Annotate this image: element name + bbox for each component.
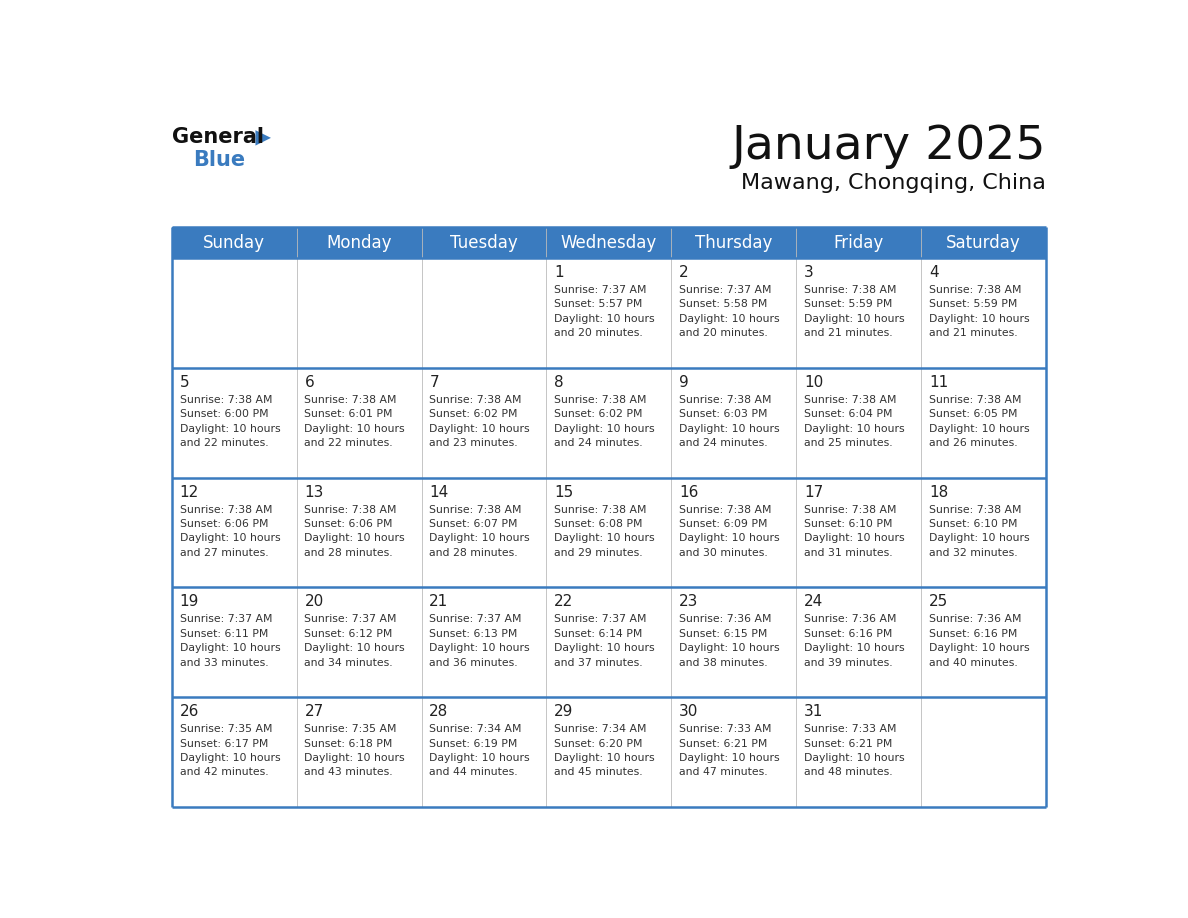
Text: General: General xyxy=(172,127,264,147)
Text: 20: 20 xyxy=(304,594,323,610)
Text: 13: 13 xyxy=(304,485,324,499)
Text: Sunrise: 7:37 AM
Sunset: 5:57 PM
Daylight: 10 hours
and 20 minutes.: Sunrise: 7:37 AM Sunset: 5:57 PM Dayligh… xyxy=(554,285,655,338)
Text: 23: 23 xyxy=(680,594,699,610)
Text: Thursday: Thursday xyxy=(695,233,772,252)
Text: Sunrise: 7:38 AM
Sunset: 6:01 PM
Daylight: 10 hours
and 22 minutes.: Sunrise: 7:38 AM Sunset: 6:01 PM Dayligh… xyxy=(304,395,405,448)
Text: Sunrise: 7:33 AM
Sunset: 6:21 PM
Daylight: 10 hours
and 47 minutes.: Sunrise: 7:33 AM Sunset: 6:21 PM Dayligh… xyxy=(680,724,779,778)
Text: Sunrise: 7:34 AM
Sunset: 6:19 PM
Daylight: 10 hours
and 44 minutes.: Sunrise: 7:34 AM Sunset: 6:19 PM Dayligh… xyxy=(429,724,530,778)
Text: Sunrise: 7:38 AM
Sunset: 6:07 PM
Daylight: 10 hours
and 28 minutes.: Sunrise: 7:38 AM Sunset: 6:07 PM Dayligh… xyxy=(429,505,530,558)
Text: Sunrise: 7:35 AM
Sunset: 6:17 PM
Daylight: 10 hours
and 42 minutes.: Sunrise: 7:35 AM Sunset: 6:17 PM Dayligh… xyxy=(179,724,280,778)
Text: Sunrise: 7:38 AM
Sunset: 6:06 PM
Daylight: 10 hours
and 28 minutes.: Sunrise: 7:38 AM Sunset: 6:06 PM Dayligh… xyxy=(304,505,405,558)
Text: Saturday: Saturday xyxy=(946,233,1020,252)
Text: Sunrise: 7:38 AM
Sunset: 6:02 PM
Daylight: 10 hours
and 24 minutes.: Sunrise: 7:38 AM Sunset: 6:02 PM Dayligh… xyxy=(554,395,655,448)
Text: 11: 11 xyxy=(929,375,948,390)
Text: Friday: Friday xyxy=(834,233,884,252)
Text: 27: 27 xyxy=(304,704,323,719)
Text: Monday: Monday xyxy=(327,233,392,252)
Text: Sunrise: 7:38 AM
Sunset: 6:02 PM
Daylight: 10 hours
and 23 minutes.: Sunrise: 7:38 AM Sunset: 6:02 PM Dayligh… xyxy=(429,395,530,448)
Text: Sunrise: 7:38 AM
Sunset: 6:08 PM
Daylight: 10 hours
and 29 minutes.: Sunrise: 7:38 AM Sunset: 6:08 PM Dayligh… xyxy=(554,505,655,558)
Bar xyxy=(172,227,1045,258)
Text: 7: 7 xyxy=(429,375,438,390)
Text: 15: 15 xyxy=(554,485,574,499)
Text: Sunrise: 7:36 AM
Sunset: 6:16 PM
Daylight: 10 hours
and 40 minutes.: Sunrise: 7:36 AM Sunset: 6:16 PM Dayligh… xyxy=(929,614,1030,667)
Text: Wednesday: Wednesday xyxy=(561,233,657,252)
Text: 5: 5 xyxy=(179,375,189,390)
Bar xyxy=(172,258,1045,368)
Text: 12: 12 xyxy=(179,485,198,499)
Bar xyxy=(172,368,1045,477)
Text: Sunrise: 7:35 AM
Sunset: 6:18 PM
Daylight: 10 hours
and 43 minutes.: Sunrise: 7:35 AM Sunset: 6:18 PM Dayligh… xyxy=(304,724,405,778)
Text: Sunrise: 7:38 AM
Sunset: 6:04 PM
Daylight: 10 hours
and 25 minutes.: Sunrise: 7:38 AM Sunset: 6:04 PM Dayligh… xyxy=(804,395,904,448)
Text: 3: 3 xyxy=(804,265,814,280)
Text: Sunrise: 7:37 AM
Sunset: 6:12 PM
Daylight: 10 hours
and 34 minutes.: Sunrise: 7:37 AM Sunset: 6:12 PM Dayligh… xyxy=(304,614,405,667)
Text: Sunrise: 7:33 AM
Sunset: 6:21 PM
Daylight: 10 hours
and 48 minutes.: Sunrise: 7:33 AM Sunset: 6:21 PM Dayligh… xyxy=(804,724,904,778)
Text: 26: 26 xyxy=(179,704,198,719)
Text: Sunrise: 7:38 AM
Sunset: 6:09 PM
Daylight: 10 hours
and 30 minutes.: Sunrise: 7:38 AM Sunset: 6:09 PM Dayligh… xyxy=(680,505,779,558)
Text: Sunrise: 7:38 AM
Sunset: 6:06 PM
Daylight: 10 hours
and 27 minutes.: Sunrise: 7:38 AM Sunset: 6:06 PM Dayligh… xyxy=(179,505,280,558)
Text: Sunrise: 7:38 AM
Sunset: 6:10 PM
Daylight: 10 hours
and 32 minutes.: Sunrise: 7:38 AM Sunset: 6:10 PM Dayligh… xyxy=(929,505,1030,558)
Text: Tuesday: Tuesday xyxy=(450,233,518,252)
Text: 30: 30 xyxy=(680,704,699,719)
Text: Sunrise: 7:38 AM
Sunset: 6:00 PM
Daylight: 10 hours
and 22 minutes.: Sunrise: 7:38 AM Sunset: 6:00 PM Dayligh… xyxy=(179,395,280,448)
Bar xyxy=(172,697,1045,807)
Text: Sunrise: 7:37 AM
Sunset: 6:11 PM
Daylight: 10 hours
and 33 minutes.: Sunrise: 7:37 AM Sunset: 6:11 PM Dayligh… xyxy=(179,614,280,667)
Polygon shape xyxy=(255,130,271,146)
Text: 22: 22 xyxy=(554,594,574,610)
Text: 2: 2 xyxy=(680,265,689,280)
Text: 29: 29 xyxy=(554,704,574,719)
Text: 18: 18 xyxy=(929,485,948,499)
Text: 19: 19 xyxy=(179,594,198,610)
Text: 21: 21 xyxy=(429,594,449,610)
Text: 1: 1 xyxy=(554,265,564,280)
Text: 8: 8 xyxy=(554,375,564,390)
Text: 4: 4 xyxy=(929,265,939,280)
Text: Sunrise: 7:37 AM
Sunset: 6:14 PM
Daylight: 10 hours
and 37 minutes.: Sunrise: 7:37 AM Sunset: 6:14 PM Dayligh… xyxy=(554,614,655,667)
Text: Sunrise: 7:34 AM
Sunset: 6:20 PM
Daylight: 10 hours
and 45 minutes.: Sunrise: 7:34 AM Sunset: 6:20 PM Dayligh… xyxy=(554,724,655,778)
Text: Sunrise: 7:37 AM
Sunset: 5:58 PM
Daylight: 10 hours
and 20 minutes.: Sunrise: 7:37 AM Sunset: 5:58 PM Dayligh… xyxy=(680,285,779,338)
Text: 25: 25 xyxy=(929,594,948,610)
Bar xyxy=(172,588,1045,697)
Text: 17: 17 xyxy=(804,485,823,499)
Text: Blue: Blue xyxy=(194,151,246,170)
Text: 9: 9 xyxy=(680,375,689,390)
Text: January 2025: January 2025 xyxy=(732,124,1045,169)
Text: Mawang, Chongqing, China: Mawang, Chongqing, China xyxy=(741,174,1045,194)
Text: Sunrise: 7:38 AM
Sunset: 5:59 PM
Daylight: 10 hours
and 21 minutes.: Sunrise: 7:38 AM Sunset: 5:59 PM Dayligh… xyxy=(804,285,904,338)
Text: Sunrise: 7:36 AM
Sunset: 6:16 PM
Daylight: 10 hours
and 39 minutes.: Sunrise: 7:36 AM Sunset: 6:16 PM Dayligh… xyxy=(804,614,904,667)
Text: 24: 24 xyxy=(804,594,823,610)
Text: 14: 14 xyxy=(429,485,449,499)
Text: 16: 16 xyxy=(680,485,699,499)
Text: Sunrise: 7:38 AM
Sunset: 5:59 PM
Daylight: 10 hours
and 21 minutes.: Sunrise: 7:38 AM Sunset: 5:59 PM Dayligh… xyxy=(929,285,1030,338)
Text: 10: 10 xyxy=(804,375,823,390)
Text: 31: 31 xyxy=(804,704,823,719)
Text: Sunrise: 7:36 AM
Sunset: 6:15 PM
Daylight: 10 hours
and 38 minutes.: Sunrise: 7:36 AM Sunset: 6:15 PM Dayligh… xyxy=(680,614,779,667)
Text: 6: 6 xyxy=(304,375,314,390)
Text: Sunrise: 7:38 AM
Sunset: 6:05 PM
Daylight: 10 hours
and 26 minutes.: Sunrise: 7:38 AM Sunset: 6:05 PM Dayligh… xyxy=(929,395,1030,448)
Text: Sunday: Sunday xyxy=(203,233,265,252)
Text: Sunrise: 7:38 AM
Sunset: 6:10 PM
Daylight: 10 hours
and 31 minutes.: Sunrise: 7:38 AM Sunset: 6:10 PM Dayligh… xyxy=(804,505,904,558)
Text: 28: 28 xyxy=(429,704,449,719)
Text: Sunrise: 7:37 AM
Sunset: 6:13 PM
Daylight: 10 hours
and 36 minutes.: Sunrise: 7:37 AM Sunset: 6:13 PM Dayligh… xyxy=(429,614,530,667)
Bar xyxy=(172,477,1045,588)
Text: Sunrise: 7:38 AM
Sunset: 6:03 PM
Daylight: 10 hours
and 24 minutes.: Sunrise: 7:38 AM Sunset: 6:03 PM Dayligh… xyxy=(680,395,779,448)
